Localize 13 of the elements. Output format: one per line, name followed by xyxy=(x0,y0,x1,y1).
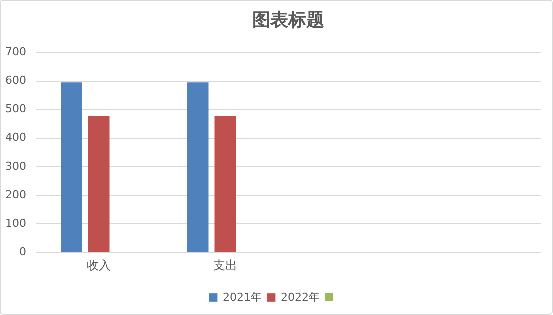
x-tick-label: 收入 xyxy=(87,258,112,272)
x-tick-label: 支出 xyxy=(213,258,238,272)
y-tick-label: 0 xyxy=(20,246,26,258)
y-tick-label: 200 xyxy=(6,188,26,202)
y-tick-label: 700 xyxy=(6,46,26,58)
legend-label: 2022年 xyxy=(281,290,320,304)
y-tick-label: 400 xyxy=(6,131,26,144)
chart-title: 图表标题 xyxy=(252,10,324,31)
legend-label: 2021年 xyxy=(223,290,262,304)
y-tick-label: 300 xyxy=(6,160,26,173)
y-tick-label: 100 xyxy=(6,216,26,230)
y-tick-label: 600 xyxy=(6,74,26,88)
y-tick-label: 500 xyxy=(6,102,26,116)
